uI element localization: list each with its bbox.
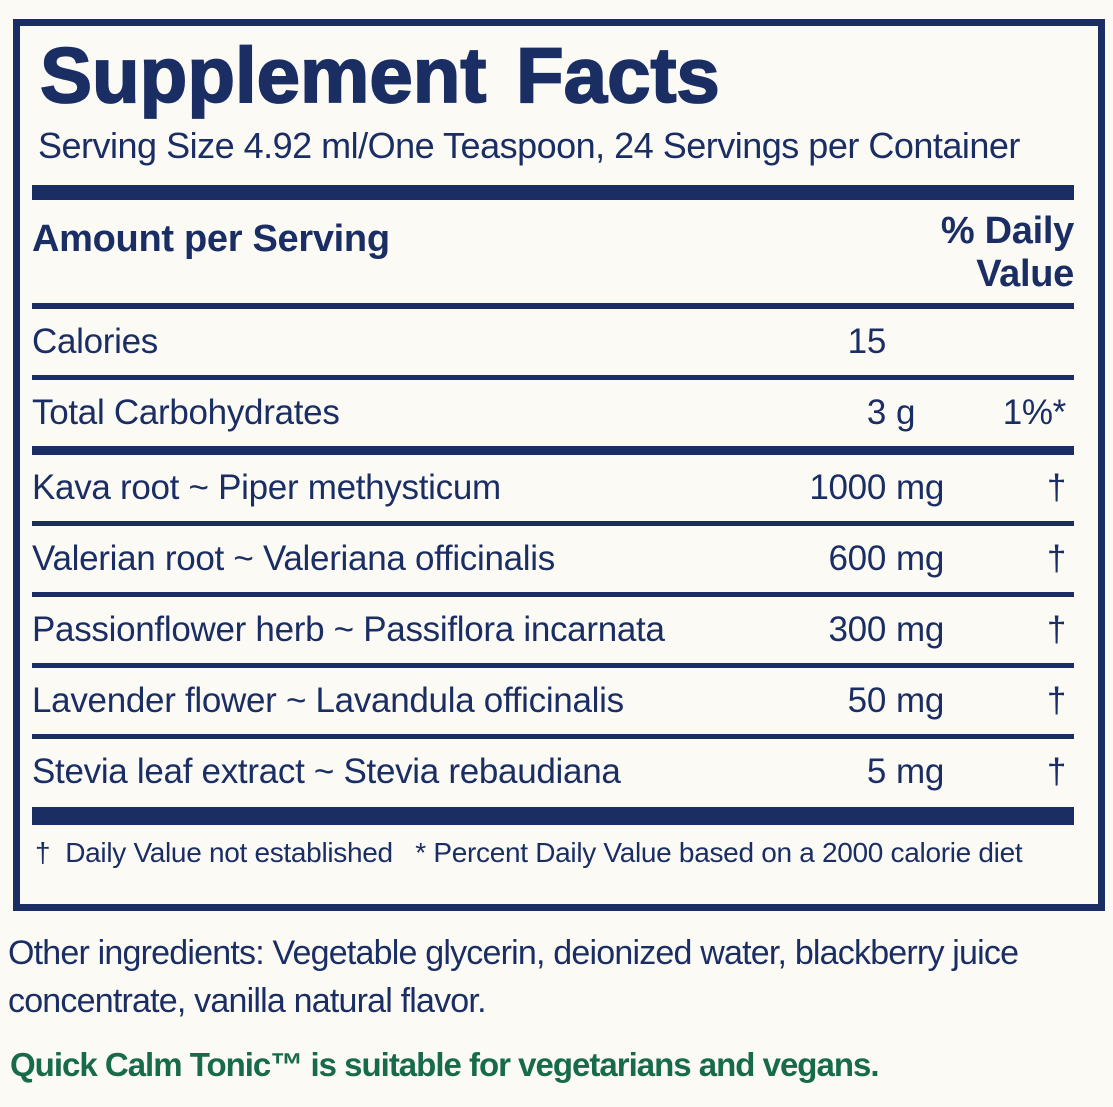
section-divider <box>32 446 1074 456</box>
ingredient-amount: 1000 <box>809 468 886 508</box>
divider-bar-bottom <box>32 807 1074 826</box>
table-row-stevia: Stevia leaf extract ~ Stevia rebaudiana … <box>32 739 1074 805</box>
ingredient-daily-value: † <box>1046 468 1066 508</box>
table-row-lavender: Lavender flower ~ Lavandula officinalis … <box>32 668 1074 734</box>
ingredient-daily-value: † <box>1046 610 1066 650</box>
ingredient-unit: mg <box>896 752 945 792</box>
ingredient-unit: mg <box>896 610 945 650</box>
table-header: Amount per Serving % Daily Value <box>32 210 1074 295</box>
daily-value-header-line2: Value <box>976 252 1074 295</box>
table-row-valerian: Valerian root ~ Valeriana officinalis 60… <box>32 526 1074 592</box>
daily-value-header-line1: % Daily <box>940 210 1074 253</box>
nutrient-amount: 15 <box>847 322 887 362</box>
ingredient-name: Passionflower herb ~ Passiflora incarnat… <box>32 610 665 650</box>
other-ingredients-text: Other ingredients: Vegetable glycerin, d… <box>8 934 1019 1020</box>
ingredient-daily-value: † <box>1046 539 1066 579</box>
divider-bar-top <box>32 185 1074 201</box>
panel-title: Supplement Facts <box>39 31 721 119</box>
nutrient-name: Calories <box>32 322 158 362</box>
row-divider <box>32 375 1074 381</box>
ingredient-amount: 600 <box>828 539 887 579</box>
header-underline <box>32 303 1074 310</box>
ingredient-amount: 300 <box>828 610 887 650</box>
ingredient-amount: 5 <box>866 752 886 792</box>
ingredient-name: Lavender flower ~ Lavandula officinalis <box>32 681 624 721</box>
nutrient-name: Total Carbohydrates <box>32 393 340 433</box>
ingredient-daily-value: † <box>1046 681 1066 721</box>
row-divider <box>32 663 1074 669</box>
ingredient-unit: mg <box>896 539 945 579</box>
daily-value-header: % Daily Value <box>941 210 1074 295</box>
footnote: † Daily Value not established * Percent … <box>35 837 1023 869</box>
panel-content: Supplement Facts Serving Size 4.92 ml/On… <box>20 31 1098 869</box>
row-divider <box>32 592 1074 598</box>
table-row-carbohydrates: Total Carbohydrates 3 g 1%* <box>32 380 1074 446</box>
row-divider <box>32 521 1074 527</box>
ingredient-unit: mg <box>896 468 945 508</box>
table-row-calories: Calories 15 <box>32 309 1074 375</box>
nutrient-amount: 3 <box>866 393 886 433</box>
serving-size-line: Serving Size 4.92 ml/One Teaspoon, 24 Se… <box>38 125 1020 166</box>
amount-per-serving-header: Amount per Serving <box>32 218 390 261</box>
table-row-kava: Kava root ~ Piper methysticum 1000 mg † <box>32 455 1074 521</box>
supplement-facts-panel: Supplement Facts Serving Size 4.92 ml/On… <box>13 19 1105 911</box>
row-divider <box>32 734 1074 740</box>
ingredient-name: Stevia leaf extract ~ Stevia rebaudiana <box>32 752 621 792</box>
ingredient-amount: 50 <box>847 681 887 721</box>
nutrient-daily-value: 1%* <box>1002 393 1067 433</box>
nutrient-unit: g <box>896 393 916 433</box>
vegan-suitability-note: Quick Calm Tonic™ is suitable for vegeta… <box>10 1046 880 1083</box>
ingredient-name: Kava root ~ Piper methysticum <box>32 468 501 508</box>
ingredient-name: Valerian root ~ Valeriana officinalis <box>32 539 555 579</box>
ingredient-unit: mg <box>896 681 945 721</box>
table-row-passionflower: Passionflower herb ~ Passiflora incarnat… <box>32 597 1074 663</box>
ingredient-daily-value: † <box>1046 752 1066 792</box>
